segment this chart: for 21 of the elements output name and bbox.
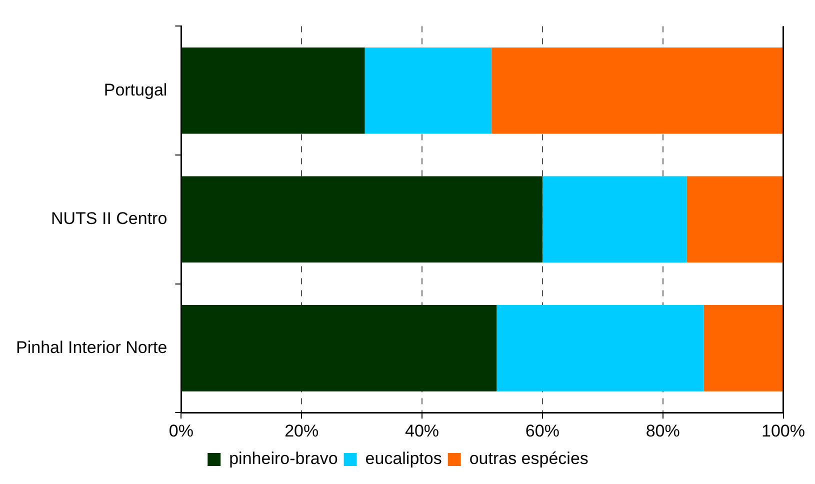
y-tick-label: Portugal — [104, 80, 168, 100]
y-tick-label: Pinhal Interior Norte — [16, 338, 168, 357]
bar — [364, 47, 492, 134]
x-tick-label: 20% — [284, 421, 319, 440]
legend-label: pinheiro-bravo — [229, 449, 338, 468]
bar — [704, 305, 784, 392]
bar — [491, 47, 784, 134]
x-tick-label: 0% — [168, 421, 194, 440]
x-tick-label: 80% — [646, 421, 680, 440]
x-tick-label: 40% — [405, 421, 440, 440]
bar — [542, 176, 687, 263]
x-tick-label: 100% — [762, 421, 805, 440]
y-tick-label: NUTS II Centro — [50, 209, 168, 228]
bar — [182, 176, 542, 263]
legend-label: eucaliptos — [365, 449, 442, 468]
bar — [182, 305, 497, 392]
bar — [496, 305, 704, 392]
legend-label: outras espécies — [469, 449, 588, 468]
bar — [182, 47, 365, 134]
bar — [686, 176, 784, 263]
x-tick-label: 60% — [525, 421, 560, 440]
